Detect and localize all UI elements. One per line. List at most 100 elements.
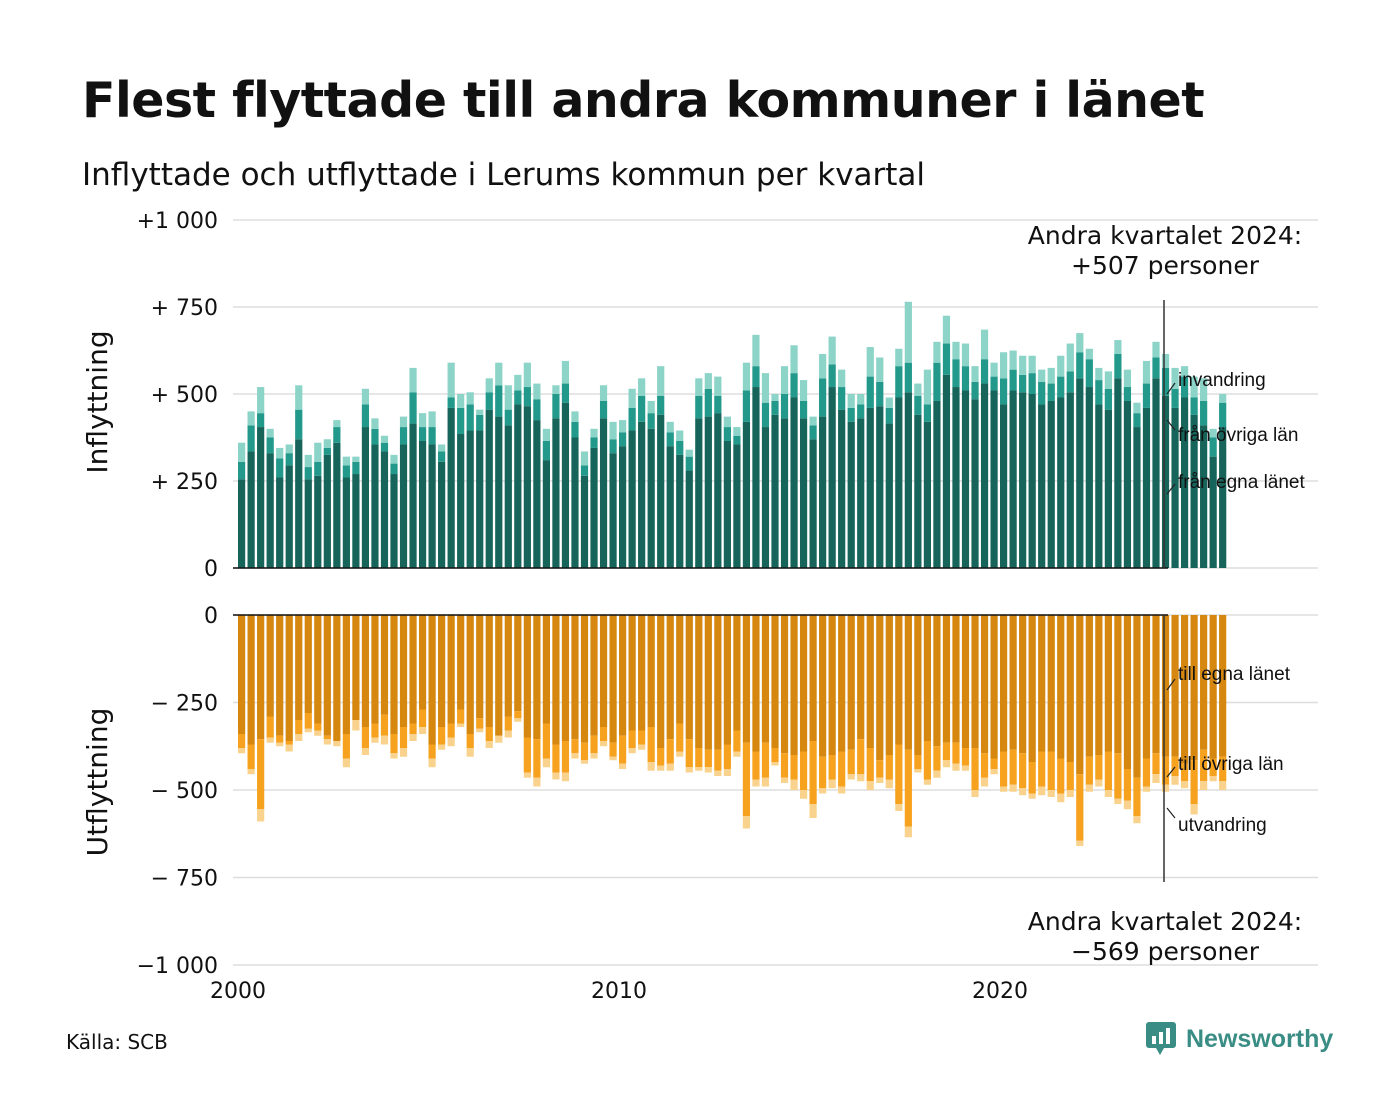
bar-outflow xyxy=(1009,749,1017,785)
bar-outflow xyxy=(647,727,655,762)
bar-inflow xyxy=(438,451,446,462)
bar-inflow xyxy=(276,447,284,459)
bar-outflow xyxy=(504,615,512,717)
bar-outflow xyxy=(961,615,970,748)
bar-inflow xyxy=(1076,333,1084,353)
bar-inflow xyxy=(866,376,874,408)
bar-inflow xyxy=(257,387,265,414)
bar-outflow xyxy=(599,741,608,747)
bar-inflow xyxy=(352,461,360,475)
bar-inflow xyxy=(523,406,531,568)
bar-outflow xyxy=(828,615,836,755)
bar-inflow xyxy=(885,397,893,408)
bar-inflow xyxy=(485,409,493,568)
bar-outflow xyxy=(418,615,427,710)
bar-outflow xyxy=(628,748,636,754)
bar-inflow xyxy=(971,399,979,568)
bar-outflow xyxy=(971,790,979,797)
bar-outflow xyxy=(314,730,322,736)
bar-inflow xyxy=(504,409,512,426)
bar-inflow xyxy=(390,454,398,464)
bar-inflow xyxy=(1161,367,1170,396)
bar-inflow xyxy=(619,432,627,447)
bar-inflow xyxy=(914,414,922,568)
bar-inflow xyxy=(371,428,379,445)
bar-inflow xyxy=(1038,381,1046,405)
bar-inflow xyxy=(1152,378,1160,568)
bar-outflow xyxy=(352,720,360,731)
bar-outflow xyxy=(371,723,379,738)
ylabel-bottom: Utflyttning xyxy=(81,708,114,857)
bar-inflow xyxy=(780,394,789,419)
bar-outflow xyxy=(942,760,951,768)
ytick-label-bottom: − 750 xyxy=(151,867,218,892)
bar-inflow xyxy=(942,343,951,375)
bar-outflow xyxy=(1028,762,1036,794)
bar-inflow xyxy=(1019,355,1027,375)
bar-outflow xyxy=(628,730,636,748)
bar-outflow xyxy=(1066,762,1074,790)
bar-outflow xyxy=(819,615,827,757)
bar-outflow xyxy=(942,615,951,743)
bar-inflow xyxy=(1038,404,1046,568)
bar-inflow xyxy=(657,366,665,396)
bar-outflow xyxy=(714,749,722,771)
bar-inflow xyxy=(1133,413,1141,428)
bar-inflow xyxy=(1000,352,1008,379)
bar-outflow xyxy=(1047,615,1055,752)
bar-outflow xyxy=(704,749,712,768)
bar-inflow xyxy=(714,413,722,568)
bar-inflow xyxy=(819,416,827,568)
bar-inflow xyxy=(580,475,589,568)
bar-outflow xyxy=(952,742,960,764)
source-note: Källa: SCB xyxy=(66,1030,168,1054)
bar-outflow xyxy=(276,615,284,736)
bar-inflow xyxy=(1057,355,1065,377)
bar-outflow xyxy=(761,742,770,778)
bar-outflow xyxy=(257,809,265,822)
bar-outflow xyxy=(1057,793,1065,803)
bar-outflow xyxy=(1180,781,1189,789)
bar-inflow xyxy=(980,329,989,360)
bar-outflow xyxy=(923,779,931,785)
bar-outflow xyxy=(790,755,798,780)
bar-inflow xyxy=(666,446,674,568)
bar-outflow xyxy=(876,777,884,783)
bar-outflow xyxy=(447,615,455,724)
bar-inflow xyxy=(571,437,579,568)
bar-inflow xyxy=(723,427,731,441)
bar-inflow xyxy=(857,394,865,405)
bar-inflow xyxy=(1142,407,1151,568)
bar-inflow xyxy=(304,479,312,568)
series-label-invandring: invandring xyxy=(1178,370,1266,391)
bar-outflow xyxy=(1000,615,1008,752)
bar-outflow xyxy=(571,753,579,759)
bar-outflow xyxy=(504,716,512,731)
bar-outflow xyxy=(542,615,550,724)
annotation-top-line2: +507 personer xyxy=(1071,251,1260,280)
bar-inflow xyxy=(799,380,808,401)
ytick-label-top: 0 xyxy=(204,557,218,582)
bar-outflow xyxy=(1000,786,1008,792)
bar-outflow xyxy=(238,734,246,748)
bar-inflow xyxy=(1019,392,1027,568)
bar-outflow xyxy=(1019,615,1027,754)
bar-inflow xyxy=(476,414,484,431)
bar-inflow xyxy=(409,392,417,424)
bar-inflow xyxy=(466,404,474,431)
series-label-pointer-till-egna xyxy=(1166,678,1176,691)
bar-outflow xyxy=(1142,615,1151,759)
bar-inflow xyxy=(1171,388,1179,408)
bar-outflow xyxy=(876,615,884,761)
bar-outflow xyxy=(1009,784,1017,792)
bar-inflow xyxy=(847,407,855,422)
bar-outflow xyxy=(971,748,979,790)
bar-outflow xyxy=(761,777,770,787)
xtick-label: 2000 xyxy=(210,979,266,1004)
bar-outflow xyxy=(685,615,693,740)
bar-inflow xyxy=(323,439,331,448)
bar-outflow xyxy=(1200,749,1208,782)
bar-inflow xyxy=(638,421,646,568)
bar-inflow xyxy=(304,454,312,468)
bar-inflow xyxy=(285,444,293,454)
